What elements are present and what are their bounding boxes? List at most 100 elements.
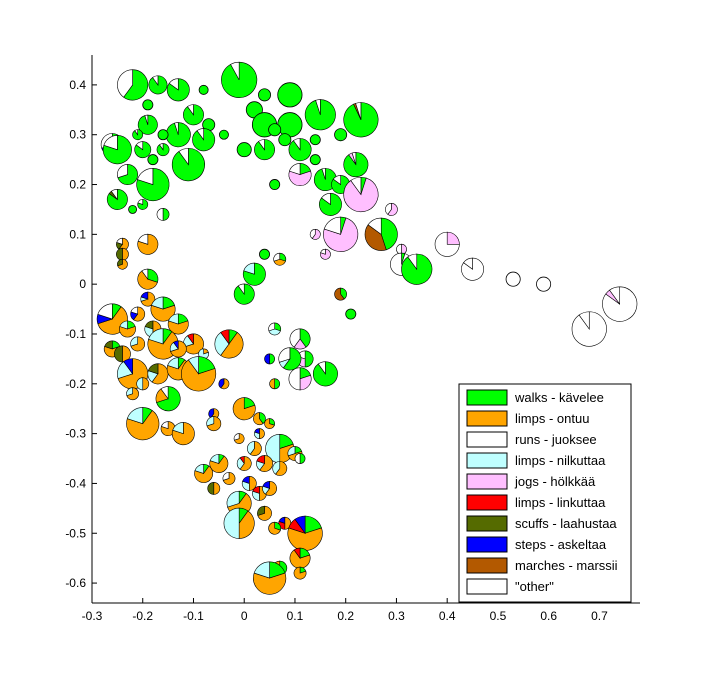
- pie-slice-other: [117, 69, 133, 98]
- legend-label-scuffs: scuffs - laahustaa: [515, 516, 617, 531]
- pie-slice-limps_ontuu: [194, 465, 213, 483]
- pie-marker: [128, 204, 138, 214]
- pie-slice-other: [355, 102, 362, 120]
- pie-slice-limps_ontuu: [268, 521, 281, 535]
- pie-marker: [119, 320, 136, 338]
- pie-slice-limps_nilkuttaa: [226, 490, 240, 508]
- pie-marker: [137, 233, 159, 255]
- pie-marker: [167, 313, 189, 335]
- pie-slice-walks: [274, 378, 280, 390]
- pie-marker: [253, 412, 266, 426]
- pie-marker: [222, 472, 236, 485]
- pie-marker: [272, 461, 288, 476]
- pie-marker: [259, 248, 270, 260]
- y-tick-label: 0.2: [69, 178, 86, 192]
- pie-slice-other: [351, 152, 357, 165]
- pie-marker: [232, 397, 256, 421]
- pie-slice-limps_nilkuttaa: [253, 561, 270, 579]
- pie-marker: [256, 455, 273, 472]
- legend: walks - kävelee limps - ontuu runs - juoks…: [458, 383, 632, 603]
- pie-slice-limps_linkuttaa: [293, 547, 301, 560]
- y-tick-label: -0.2: [65, 377, 86, 391]
- pie-slice-marches: [364, 224, 387, 251]
- pie-marker: [223, 507, 255, 539]
- pie-slice-walks: [198, 84, 209, 95]
- pie-slice-other: [323, 216, 341, 235]
- pie-slice-limps_nilkuttaa: [172, 422, 184, 435]
- pie-slice-other: [609, 286, 621, 306]
- pie-marker: [160, 421, 176, 436]
- pie-marker: [218, 378, 230, 390]
- pie-marker: [434, 231, 460, 257]
- pie-slice-limps_ontuu: [264, 418, 275, 429]
- pie-slice-walks: [142, 99, 154, 111]
- pie-slice-walks: [278, 133, 292, 147]
- pie-marker: [130, 336, 146, 352]
- pie-markers: [96, 61, 638, 595]
- pie-marker: [396, 243, 407, 255]
- pie-marker: [323, 216, 359, 252]
- pie-marker: [117, 164, 138, 186]
- pie-slice-walks: [268, 123, 282, 137]
- pie-marker: [268, 123, 282, 137]
- pie-marker: [309, 154, 321, 166]
- legend-label-limps_nilkuttaa: limps - nilkuttaa: [515, 453, 606, 468]
- pie-slice-steps: [218, 378, 225, 389]
- pie-slice-other: [230, 61, 240, 81]
- pie-slice-walks: [137, 199, 149, 210]
- y-tick-label: -0.6: [65, 576, 86, 590]
- pie-marker: [278, 347, 302, 371]
- legend-swatch-marches: [466, 557, 508, 574]
- pie-slice-other: [141, 268, 149, 281]
- pie-slice-limps_nilkuttaa: [194, 464, 204, 474]
- pie-slice-limps_ontuu: [119, 326, 136, 338]
- pie-slice-other: [137, 233, 149, 245]
- pie-marker: [134, 141, 152, 159]
- pie-marker: [384, 203, 398, 216]
- pie-slice-jogs: [323, 217, 359, 252]
- pie-slice-limps_linkuttaa: [256, 455, 265, 464]
- pie-slice-limps_nilkuttaa: [209, 454, 220, 464]
- pie-slice-other: [321, 192, 331, 206]
- pie-slice-scuffs: [147, 363, 159, 375]
- pie-marker: [253, 561, 287, 595]
- pie-marker: [198, 84, 209, 95]
- legend-label-walks: walks - kävelee: [514, 390, 604, 405]
- pie-slice-limps_nilkuttaa: [148, 328, 164, 345]
- pie-marker: [206, 416, 222, 432]
- pie-slice-walks: [128, 204, 138, 214]
- pie-slice-limps_nilkuttaa: [243, 262, 255, 275]
- pie-slice-limps_ontuu: [259, 455, 273, 472]
- pie-slice-limps_nilkuttaa: [136, 377, 144, 391]
- legend-swatch-limps_linkuttaa: [466, 494, 508, 511]
- pie-slice-limps_nilkuttaa: [287, 446, 296, 457]
- pie-marker: [277, 82, 303, 108]
- pie-slice-other: [137, 199, 144, 205]
- pie-marker: [309, 134, 321, 146]
- pie-slice-runs: [536, 276, 552, 292]
- pie-marker: [181, 356, 217, 392]
- pie-slice-limps_ontuu: [253, 412, 264, 426]
- pie-slice-other: [233, 433, 240, 441]
- pie-slice-limps_ontuu: [151, 363, 169, 385]
- pie-marker: [208, 408, 220, 420]
- pie-slice-steps: [123, 358, 133, 375]
- pie-slice-limps_linkuttaa: [187, 333, 194, 345]
- pie-slice-walks: [258, 88, 272, 102]
- pie-slice-limps_ontuu: [275, 461, 288, 476]
- pie-marker: [236, 142, 252, 158]
- pie-slice-jogs: [387, 203, 398, 216]
- pie-slice-other: [293, 138, 301, 151]
- pie-slice-other: [309, 228, 316, 239]
- pie-slice-other: [97, 303, 113, 320]
- pie-marker: [169, 340, 187, 358]
- pie-marker: [319, 192, 342, 216]
- pie-marker: [309, 228, 321, 240]
- pie-slice-limps_ontuu: [142, 377, 150, 391]
- pie-slice-walks: [334, 128, 348, 142]
- pie-marker: [171, 422, 195, 446]
- pie-marker: [364, 217, 398, 251]
- pie-slice-limps_ontuu: [293, 566, 307, 580]
- pie-slice-scuffs: [257, 505, 265, 516]
- legend-label-jogs: jogs - hölkkää: [514, 474, 596, 489]
